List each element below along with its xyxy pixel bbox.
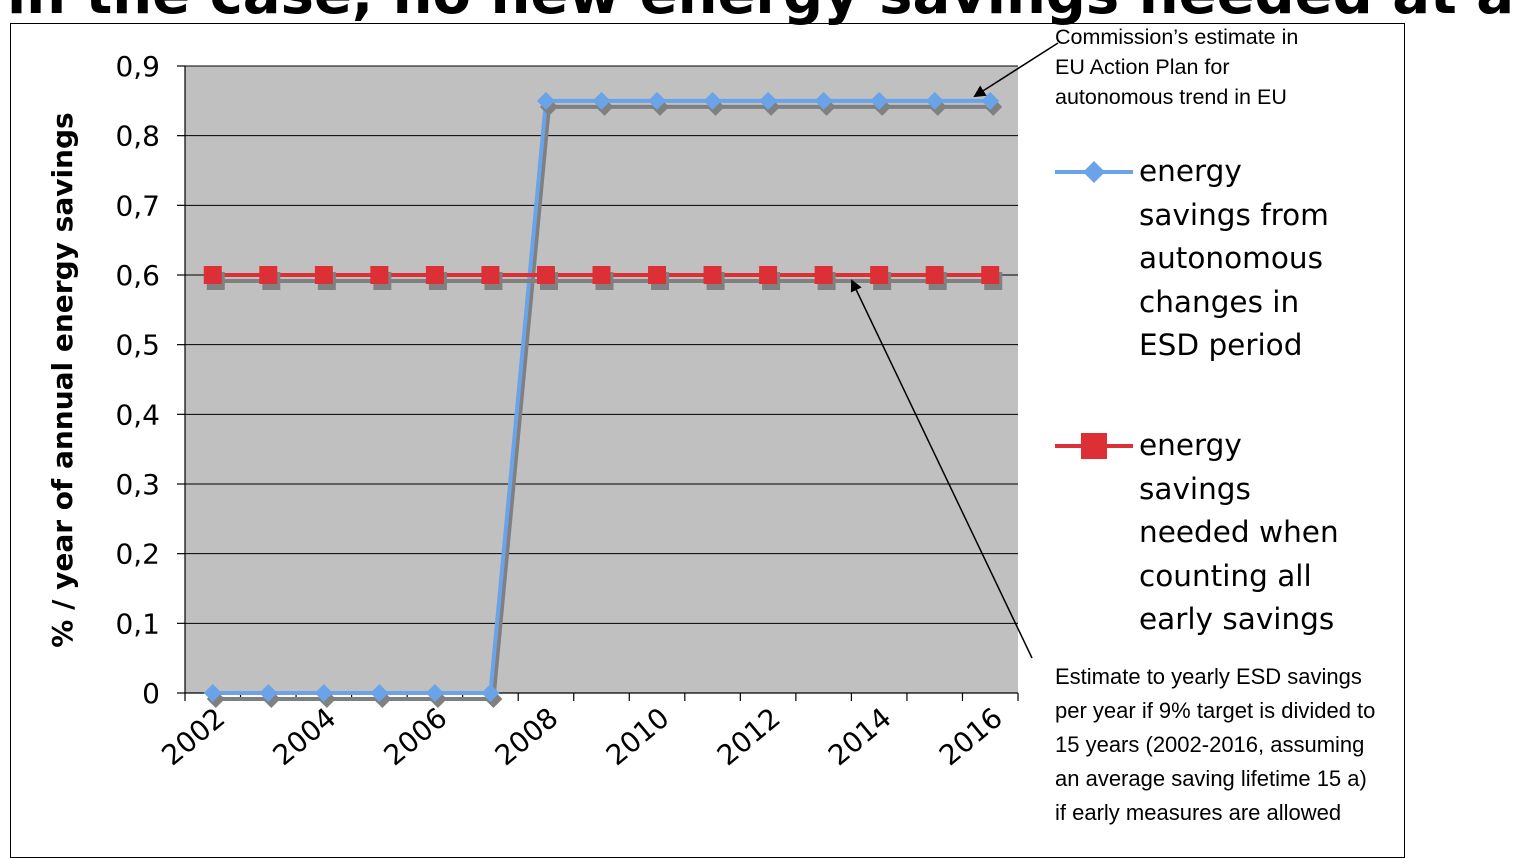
legend-line: needed when (1139, 515, 1339, 549)
annotation-line: autonomous trend in EU (1055, 85, 1287, 109)
data-point-autonomous (814, 91, 833, 110)
x-tick-label: 2006 (378, 701, 454, 772)
x-tick-label: 2010 (600, 701, 676, 772)
legend-line: savings from (1139, 197, 1329, 232)
data-point-autonomous (481, 684, 500, 702)
y-tick-label: 0,6 (115, 259, 160, 292)
data-point-needed (481, 266, 500, 284)
x-tick-label: 2012 (711, 701, 787, 772)
esd-estimate-annotation: Estimate to yearly ESD savings per year … (1055, 660, 1375, 830)
data-point-needed (814, 266, 833, 284)
y-tick-label: 0 (142, 677, 160, 710)
data-point-needed (870, 266, 889, 284)
annotation-line: EU Action Plan for (1055, 55, 1230, 79)
y-tick-label: 0,1 (115, 607, 160, 640)
legend-line: early savings (1139, 602, 1335, 636)
y-tick-label: 0,8 (115, 120, 160, 153)
legend-marker-needed (1081, 433, 1107, 459)
bottom-annotation-arrow (850, 279, 1033, 659)
legend-line: counting all (1139, 558, 1312, 593)
data-point-needed (536, 266, 555, 284)
commission-estimate-annotation: Commission’s estimate in EU Action Plan … (1055, 22, 1298, 112)
data-point-needed (759, 266, 778, 284)
data-point-needed (314, 266, 333, 284)
legend-line: autonomous (1139, 241, 1323, 275)
x-tick-label: 2004 (267, 701, 343, 772)
y-tick-label: 0,4 (115, 398, 160, 431)
data-point-needed (703, 266, 722, 284)
data-point-needed (925, 266, 944, 284)
data-point-autonomous (759, 91, 778, 110)
legend-label-autonomous: energy savings from autonomous changes i… (1139, 150, 1364, 368)
annotation-line: Estimate to yearly ESD savings (1055, 664, 1362, 689)
y-tick-label: 0,5 (115, 329, 160, 362)
x-tick-label: 2014 (822, 701, 898, 772)
legend-line: energy (1139, 154, 1242, 188)
legend-marker-autonomous (1083, 161, 1105, 183)
data-point-needed (425, 266, 444, 284)
data-point-needed (648, 266, 667, 284)
annotation-line: if early measures are allowed (1055, 800, 1342, 825)
data-point-needed (981, 266, 1000, 284)
x-tick-label: 2002 (155, 701, 231, 772)
data-point-autonomous (370, 684, 389, 702)
data-point-needed (259, 266, 278, 284)
data-point-autonomous (648, 91, 667, 110)
annotation-line: per year if 9% target is divided to (1055, 698, 1376, 723)
y-tick-label: 0,9 (115, 50, 160, 83)
data-point-autonomous (703, 91, 722, 110)
data-point-needed (370, 266, 389, 284)
annotation-line: an average saving lifetime 15 a) (1055, 766, 1367, 791)
legend-line: savings (1139, 471, 1251, 506)
x-tick-label: 2008 (489, 701, 565, 772)
y-tick-label: 0,2 (115, 538, 160, 571)
y-tick-label: 0,7 (115, 189, 160, 222)
data-point-autonomous (536, 91, 555, 110)
data-point-autonomous (925, 91, 944, 110)
plot-area (185, 66, 1018, 693)
y-tick-label: 0,3 (115, 468, 160, 501)
data-point-needed (592, 266, 611, 284)
data-point-autonomous (592, 91, 611, 110)
annotation-line: Commission’s estimate in (1055, 25, 1299, 49)
data-point-needed (203, 266, 222, 284)
data-point-autonomous (870, 91, 889, 110)
slide-title-fragment: in the case, no new energy savings neede… (0, 0, 1521, 27)
legend-label-needed: energy savings needed when counting all … (1139, 424, 1379, 642)
x-tick-label: 2016 (933, 701, 1009, 772)
annotation-line: 15 years (2002-2016, assuming (1055, 732, 1365, 757)
data-point-autonomous (314, 684, 333, 702)
legend-line: ESD period (1139, 328, 1303, 362)
data-point-autonomous (425, 684, 444, 702)
data-point-autonomous (203, 684, 222, 702)
y-axis-label: % / year of annual energy savings (46, 112, 79, 647)
data-point-autonomous (259, 684, 278, 702)
legend-line: energy (1139, 428, 1242, 462)
legend-line: changes in (1139, 284, 1300, 319)
top-annotation-arrow (973, 42, 1059, 98)
